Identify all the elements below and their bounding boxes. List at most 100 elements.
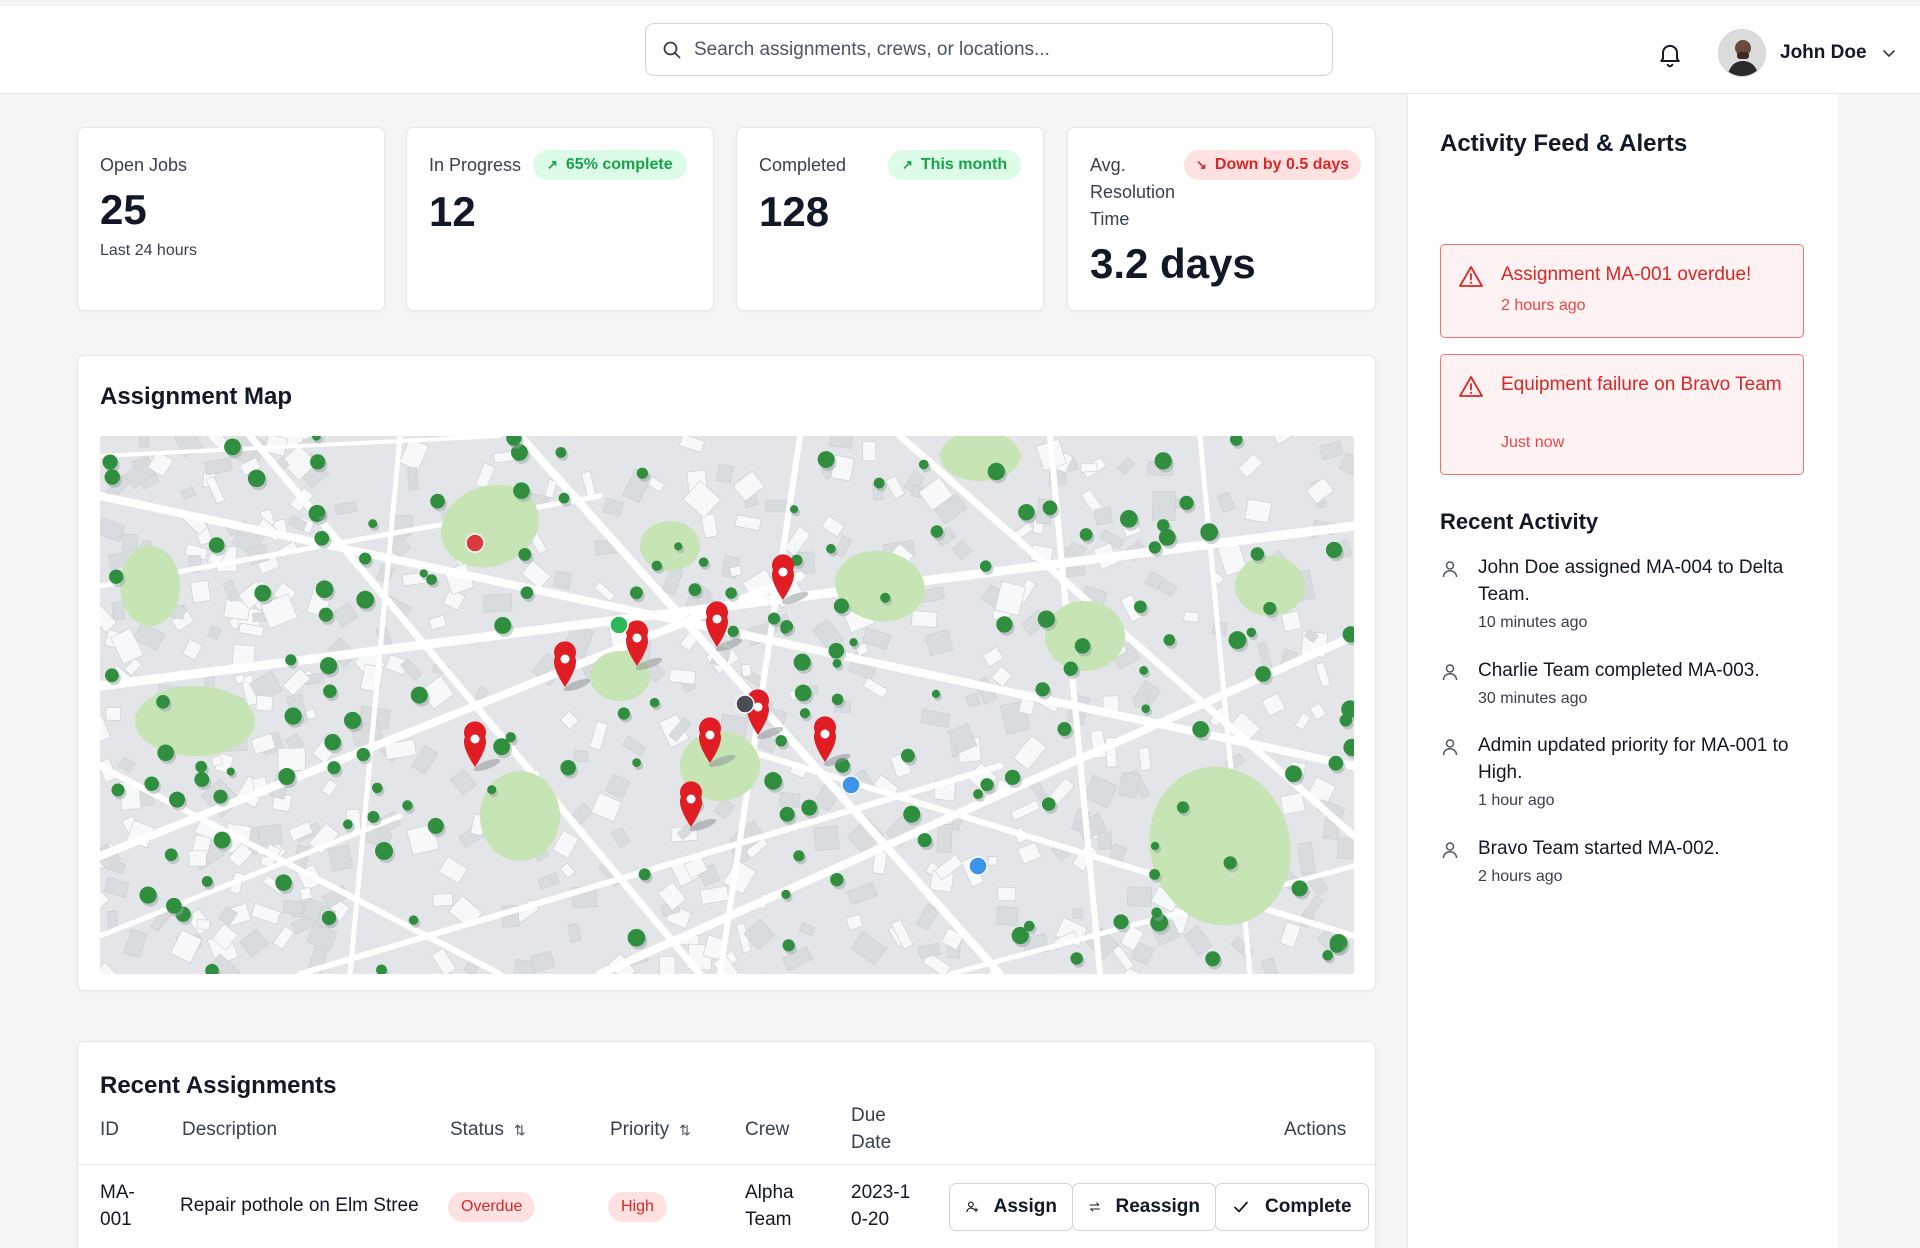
- activity-time: 10 minutes ago: [1478, 614, 1588, 631]
- map-location-dot[interactable]: [609, 615, 629, 635]
- map-pin-marker[interactable]: [699, 717, 737, 769]
- map-location-dot[interactable]: [735, 694, 755, 714]
- alert-title: Assignment MA-001 overdue!: [1501, 264, 1752, 285]
- activity-time: 1 hour ago: [1478, 792, 1555, 809]
- activity-text: Bravo Team started MA-002.: [1478, 838, 1720, 859]
- map-pin-marker[interactable]: [626, 620, 664, 672]
- alert-time: 2 hours ago: [1501, 297, 1586, 314]
- activity-item: Charlie Team completed MA-003. 30 minute…: [1440, 657, 1820, 717]
- assignment-map[interactable]: [100, 436, 1354, 974]
- search-box[interactable]: [645, 23, 1333, 76]
- reassign-button[interactable]: Reassign: [1072, 1183, 1216, 1231]
- badge-label: Down by 0.5 days: [1214, 156, 1350, 173]
- search-icon: [663, 41, 681, 58]
- stat-label: Completed: [759, 155, 847, 175]
- recent-assignments-card: Recent Assignments ID Description Status…: [77, 1041, 1376, 1248]
- stat-card-completed: Completed ↗ This month 128: [736, 127, 1044, 311]
- user-icon: [1442, 664, 1458, 681]
- sort-icon[interactable]: ⇅: [679, 1122, 691, 1138]
- map-pin-marker[interactable]: [680, 781, 718, 833]
- recent-activity-title: Recent Activity: [1440, 509, 1599, 534]
- activity-item: Admin updated priority for MA-001 to Hig…: [1440, 732, 1820, 812]
- bell-icon[interactable]: [1656, 40, 1684, 68]
- map-pin-marker[interactable]: [464, 721, 502, 773]
- panel-title: Activity Feed & Alerts: [1440, 130, 1688, 157]
- priority-badge: High: [608, 1192, 667, 1222]
- top-bar: John Doe: [0, 0, 1920, 94]
- stat-subtext: Last 24 hours: [100, 242, 197, 259]
- user-plus-icon: [966, 1201, 979, 1213]
- alert-card[interactable]: Equipment failure on Bravo Team Just now: [1440, 354, 1804, 475]
- stat-value: 3.2 days: [1090, 240, 1256, 287]
- map-pin-marker[interactable]: [771, 554, 810, 606]
- cell-due-date: 2023-10-20: [851, 1182, 911, 1230]
- button-label: Complete: [1265, 1196, 1352, 1217]
- column-label: Status: [450, 1119, 504, 1140]
- activity-text: Charlie Team completed MA-003.: [1478, 660, 1760, 681]
- stat-card-open-jobs: Open Jobs 25 Last 24 hours: [77, 127, 385, 311]
- search-input[interactable]: [694, 38, 1294, 61]
- stat-label: Avg. Resolution Time: [1090, 155, 1176, 229]
- assignment-map-card: Assignment Map: [77, 355, 1376, 991]
- map-title: Assignment Map: [100, 383, 293, 410]
- user-icon: [1442, 561, 1458, 578]
- badge-label: 65% complete: [565, 156, 673, 173]
- complete-button[interactable]: Complete: [1215, 1183, 1369, 1231]
- avatar: [1718, 29, 1766, 77]
- badge-label: This month: [920, 156, 1008, 173]
- stat-value: 12: [429, 188, 476, 235]
- status-badge: ↗ This month: [888, 150, 1022, 180]
- map-location-dot[interactable]: [968, 856, 988, 876]
- stat-card-in-progress: In Progress ↗ 65% complete 12: [406, 127, 714, 311]
- stat-label: Open Jobs: [100, 155, 188, 175]
- chevron-down-icon[interactable]: [1881, 45, 1897, 61]
- swap-icon: [1089, 1202, 1100, 1212]
- map-location-dot[interactable]: [465, 533, 485, 553]
- assign-button[interactable]: Assign: [949, 1183, 1073, 1231]
- column-header-due-date: Due Date: [851, 1105, 892, 1153]
- column-header-status[interactable]: Status ⇅: [450, 1116, 526, 1144]
- activity-item: Bravo Team started MA-002. 2 hours ago: [1440, 835, 1820, 895]
- column-header-priority[interactable]: Priority ⇅: [610, 1116, 691, 1144]
- stat-card-avg-resolution: Avg. Resolution Time ↘ Down by 0.5 days 3…: [1067, 127, 1376, 311]
- cell-crew: Alpha Team: [745, 1182, 794, 1230]
- arrow-up-right-icon: ↗: [902, 157, 913, 172]
- activity-text: Admin updated priority for MA-001 to Hig…: [1478, 735, 1789, 783]
- activity-text: John Doe assigned MA-004 to Delta Team.: [1478, 557, 1784, 605]
- cell-id: MA-001: [100, 1182, 135, 1230]
- column-header-actions: Actions: [1284, 1119, 1347, 1140]
- alert-card[interactable]: Assignment MA-001 overdue! 2 hours ago: [1440, 244, 1804, 338]
- arrow-up-right-icon: ↗: [547, 157, 558, 172]
- status-badge: Overdue: [448, 1192, 536, 1222]
- activity-panel: Activity Feed & Alerts Assignment MA-001…: [1407, 94, 1838, 1248]
- activity-time: 2 hours ago: [1478, 868, 1563, 885]
- user-icon: [1442, 739, 1458, 756]
- map-location-dot[interactable]: [841, 775, 861, 795]
- user-name: John Doe: [1780, 42, 1867, 63]
- column-header-id: ID: [100, 1119, 119, 1140]
- cell-description: Repair pothole on Elm Stree: [180, 1195, 419, 1216]
- stat-label: In Progress: [429, 155, 522, 175]
- warning-icon: [1459, 266, 1483, 287]
- map-pin-marker[interactable]: [814, 716, 852, 768]
- user-icon: [1442, 842, 1458, 859]
- map-pin-marker[interactable]: [554, 641, 592, 693]
- status-badge: ↗ 65% complete: [533, 150, 687, 180]
- right-gutter: [1838, 94, 1920, 1248]
- stat-value: 25: [100, 186, 147, 233]
- column-header-description: Description: [182, 1119, 278, 1140]
- button-label: Reassign: [1115, 1196, 1200, 1217]
- assignments-title: Recent Assignments: [100, 1072, 337, 1099]
- map-canvas[interactable]: [100, 436, 1354, 974]
- alert-time: Just now: [1501, 434, 1565, 451]
- status-badge: ↘ Down by 0.5 days: [1184, 150, 1362, 180]
- sort-icon[interactable]: ⇅: [513, 1122, 526, 1138]
- alert-title: Equipment failure on Bravo Team: [1501, 374, 1782, 395]
- user-menu[interactable]: John Doe: [1718, 28, 1897, 78]
- map-pin-marker[interactable]: [706, 601, 744, 653]
- activity-item: John Doe assigned MA-004 to Delta Team. …: [1440, 554, 1820, 634]
- check-icon: [1234, 1201, 1248, 1213]
- column-header-crew: Crew: [745, 1119, 790, 1140]
- column-label: Priority: [610, 1119, 670, 1140]
- activity-time: 30 minutes ago: [1478, 690, 1588, 707]
